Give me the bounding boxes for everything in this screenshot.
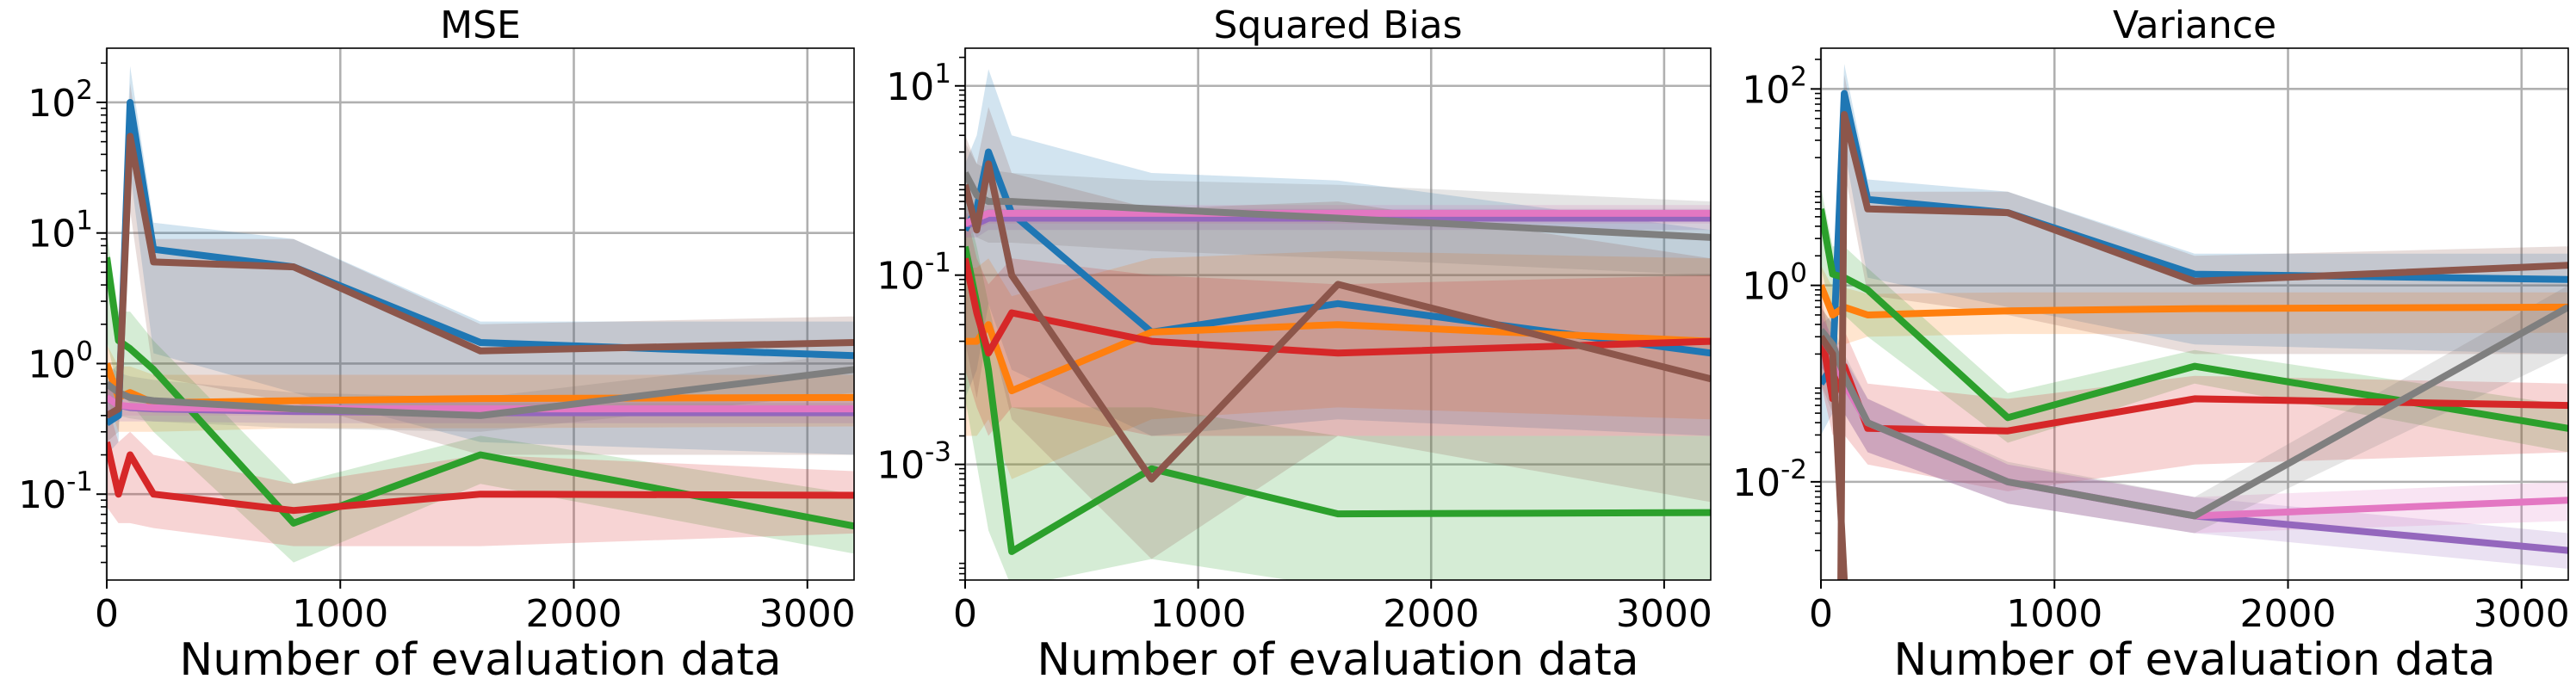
- plot-area: [965, 69, 1711, 580]
- series-line-8: [1821, 111, 2568, 580]
- y-tick-label: 10-1: [876, 248, 951, 299]
- series-line-3: [1821, 208, 2568, 432]
- minor-ticks: [1815, 59, 1821, 552]
- chart-title: Squared Bias: [1213, 3, 1462, 47]
- series-line-2: [1821, 284, 2568, 318]
- x-tick-label: 1000: [2006, 592, 2102, 636]
- x-tick-label: 3000: [2474, 592, 2570, 636]
- y-tick-label: 101: [28, 206, 93, 256]
- series-line-4: [965, 257, 1711, 357]
- chart-title: Variance: [2113, 3, 2276, 47]
- y-tick-label: 101: [886, 59, 951, 109]
- y-tick-label: 100: [1742, 258, 1807, 309]
- series-band-2: [965, 250, 1711, 479]
- axes-frame: [106, 47, 855, 581]
- series-band-3: [965, 201, 1711, 580]
- x-axis-label: Number of evaluation data: [179, 634, 781, 679]
- x-axis-label: Number of evaluation data: [1893, 634, 2495, 679]
- series-line-8: [107, 133, 854, 419]
- series-band-3: [107, 232, 854, 563]
- chart-panel-1: 0 1000 2000 3000 10-1 100 101 102 MSE Number of e…: [18, 3, 856, 679]
- x-tick-label: 0: [95, 592, 119, 636]
- chart-panel-2: 0 1000 2000 3000 10-3 10-1 101 Squared Bias Numb…: [876, 3, 1712, 679]
- series-line-8: [965, 160, 1711, 483]
- y-tick-label: 102: [1742, 61, 1807, 112]
- series-line-4: [107, 441, 854, 515]
- series-line-7: [965, 171, 1711, 241]
- y-tick-label: 10-1: [18, 466, 93, 517]
- x-tick-label: 0: [1809, 592, 1833, 636]
- y-tick-label: 10-2: [1732, 454, 1807, 505]
- series-band-3: [1821, 187, 2568, 453]
- x-axis-label: Number of evaluation data: [1037, 634, 1638, 679]
- chart-panel-3: 0 1000 2000 3000 10-2 100 102 Variance Number of…: [1732, 3, 2570, 679]
- x-tick-label: 3000: [759, 592, 856, 636]
- x-tick-label: 2000: [2240, 592, 2337, 636]
- axes-frame: [964, 47, 1712, 581]
- plot-area: [1821, 64, 2568, 580]
- y-tick-label: 100: [28, 336, 93, 386]
- minor-ticks: [101, 62, 107, 564]
- x-tick-label: 3000: [1616, 592, 1712, 636]
- x-tick-label: 0: [953, 592, 977, 636]
- series-band-7: [1821, 285, 2568, 534]
- y-tick-label: 10-3: [876, 437, 951, 488]
- x-tick-label: 1000: [1150, 592, 1247, 636]
- series-band-8: [1821, 74, 2568, 580]
- minor-ticks: [959, 56, 965, 581]
- series-line-7: [1821, 304, 2568, 520]
- plot-area: [107, 65, 854, 563]
- series-band-7: [965, 143, 1711, 275]
- series-band-2: [1821, 265, 2568, 345]
- series-band-1: [107, 65, 854, 455]
- series-band-1: [1821, 64, 2568, 435]
- x-tick-label: 2000: [1383, 592, 1479, 636]
- axes-frame: [1820, 47, 2569, 581]
- series-band-4: [1821, 294, 2568, 491]
- x-tick-label: 2000: [526, 592, 622, 636]
- series-line-2: [965, 321, 1711, 395]
- chart-title: MSE: [440, 3, 521, 47]
- series-band-8: [107, 83, 854, 455]
- y-tick-label: 102: [28, 75, 93, 126]
- x-tick-label: 1000: [292, 592, 388, 636]
